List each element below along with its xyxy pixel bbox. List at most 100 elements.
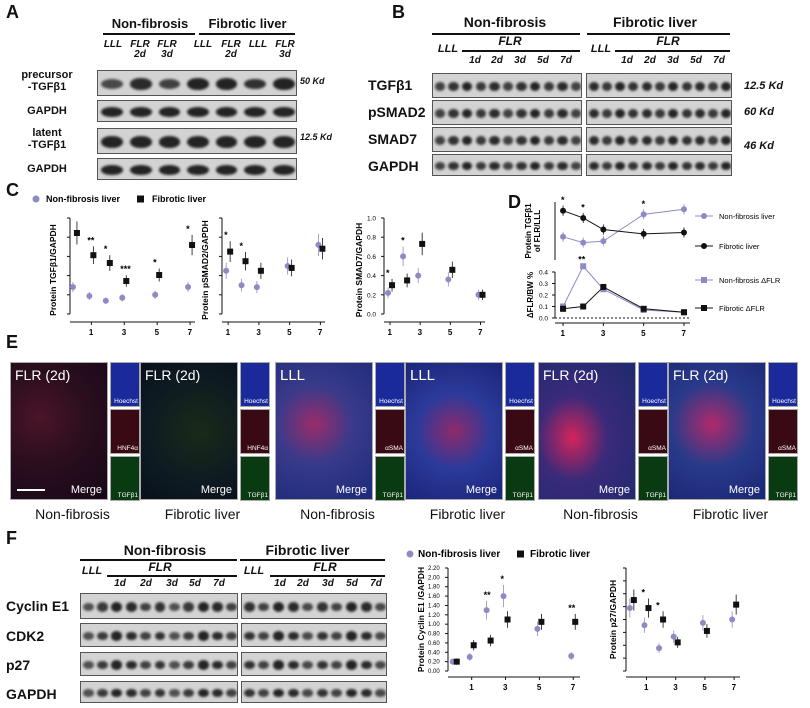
blot-band — [360, 688, 372, 698]
data-point-fibrotic — [703, 627, 710, 634]
blot-band — [628, 81, 639, 92]
blot-band — [331, 660, 343, 670]
blot-band — [448, 108, 459, 119]
y-tick-label: 1.60 — [428, 594, 440, 600]
blot-band — [721, 161, 731, 171]
blot-band — [302, 632, 314, 640]
blot-band — [502, 109, 514, 118]
blot-band — [360, 602, 372, 612]
micrograph-channel: Hoechst — [638, 362, 668, 407]
panel-a-blot — [97, 128, 297, 154]
panel-b-day-label: 3d — [667, 55, 679, 66]
panel-f-row-label: Cyclin E1 — [6, 598, 70, 614]
blot-band — [654, 109, 666, 118]
y-tick-label: 0.80 — [428, 632, 440, 638]
blot-band — [101, 165, 124, 175]
micrograph-label: FLR (2d) — [543, 367, 599, 383]
data-point-fibrotic-dflr — [580, 303, 587, 310]
blot-band — [654, 162, 666, 170]
data-point-nonfibrosis-dflr — [580, 263, 587, 270]
y-tick-label: 0.6 — [367, 254, 376, 261]
x-tick-label: 7 — [571, 683, 576, 692]
blot-band — [130, 107, 152, 117]
x-tick-label: 7 — [478, 328, 483, 337]
blot-band — [97, 660, 108, 670]
legend-marker-nonfibrosis — [32, 195, 40, 203]
panel-a-blot — [97, 70, 297, 96]
blot-band — [516, 135, 527, 146]
panel-f-day-label: 5d — [346, 578, 358, 589]
blot-band — [272, 601, 285, 612]
blot-band — [331, 602, 343, 612]
blot-band — [557, 135, 568, 146]
blot-band — [345, 631, 358, 641]
data-point-fibrotic — [404, 277, 411, 284]
blot-band — [111, 601, 123, 612]
blot-band — [530, 108, 541, 119]
data-point-fibrotic — [453, 658, 460, 665]
blot-band — [244, 107, 266, 117]
data-point-nonfibrosis — [680, 206, 687, 213]
significance-star: * — [656, 600, 660, 610]
blot-band — [681, 108, 692, 119]
blot-band — [211, 602, 223, 612]
panel-b-day-label: 3d — [514, 55, 526, 66]
panel-b-blot — [586, 154, 732, 176]
blot-band — [158, 136, 181, 148]
blot-band — [345, 601, 358, 612]
blot-band — [615, 81, 626, 92]
blot-band — [571, 162, 581, 170]
y-axis-label: Protein TGFβ1/GAPDH — [48, 224, 58, 316]
significance-star: * — [386, 268, 390, 278]
blot-band — [502, 82, 514, 91]
blot-band — [197, 660, 209, 670]
data-point-nonfibrosis — [560, 233, 567, 240]
blot-band — [272, 660, 285, 670]
panel-b-row-label: SMAD7 — [368, 131, 418, 147]
x-tick-label: 7 — [681, 329, 686, 338]
blot-band — [502, 136, 514, 145]
y-axis-label-bottom: ΔFLR/BW % — [526, 272, 535, 318]
data-point-fibrotic — [288, 264, 295, 271]
blot-band — [681, 81, 692, 92]
blot-band — [543, 162, 555, 170]
blot-band — [489, 161, 500, 171]
panel-f-day-label: 2d — [140, 578, 152, 589]
blot-band — [448, 135, 459, 146]
data-point-fibrotic — [257, 267, 264, 274]
blot-band — [543, 82, 555, 91]
blot-band — [258, 602, 270, 612]
data-point-nonfibrosis — [500, 593, 507, 600]
blot-band — [615, 161, 626, 171]
y-tick-label: 2.00 — [428, 575, 440, 581]
blot-band — [243, 660, 255, 670]
blot-band — [530, 81, 541, 92]
blot-band — [475, 109, 486, 118]
x-tick-label: 1 — [644, 683, 649, 692]
blot-band — [287, 631, 299, 641]
blot-band — [654, 136, 666, 145]
legend-label: Non-fibrosis ΔFLR — [719, 276, 781, 285]
blot-band — [588, 81, 599, 92]
blot-band — [654, 82, 666, 91]
legend-marker — [701, 243, 707, 249]
blot-band — [475, 136, 486, 145]
x-tick-label: 1 — [469, 683, 474, 692]
blot-band — [187, 136, 209, 148]
blot-band — [461, 135, 473, 146]
data-point-nonfibrosis — [656, 645, 663, 652]
blot-band — [183, 602, 195, 612]
panel-f-day-label: 5d — [189, 578, 201, 589]
x-tick-label: 7 — [732, 683, 737, 692]
y-axis-label: Protein pSMAD2/GAPDH — [200, 220, 210, 320]
blot-band — [516, 81, 527, 92]
blot-band — [516, 161, 527, 170]
blot-band — [475, 162, 486, 170]
x-tick-label: 1 — [388, 328, 393, 337]
panel-f-day-label: 3d — [166, 578, 178, 589]
blot-band — [211, 688, 223, 698]
micrograph-channel: HNF4α — [110, 409, 140, 454]
panel-label-e: E — [6, 332, 19, 352]
y-tick-label: 1.80 — [428, 585, 440, 591]
blot-band — [331, 689, 343, 697]
